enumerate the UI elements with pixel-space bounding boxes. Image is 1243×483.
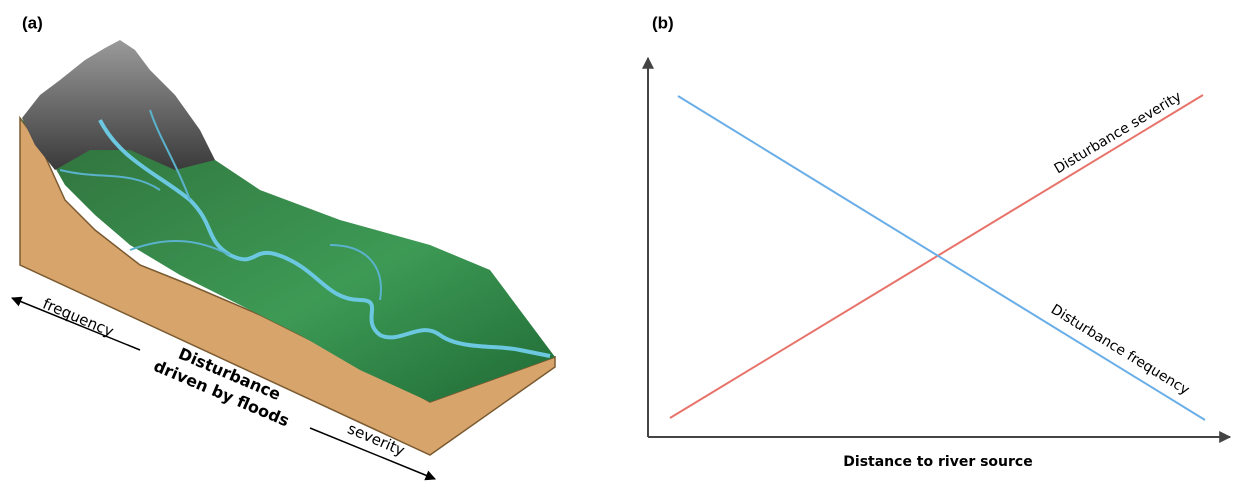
line-label: Disturbance frequency	[1048, 302, 1192, 399]
figure: (a) frequency Disturbance driven by floo…	[0, 0, 1243, 483]
panel-label: (a)	[22, 13, 43, 32]
frequency-line	[678, 96, 1205, 420]
panel-label: (b)	[652, 13, 674, 32]
x-axis-label: Distance to river source	[843, 454, 1032, 470]
line-label: Disturbance severity	[1052, 89, 1185, 178]
landscape	[20, 40, 555, 455]
